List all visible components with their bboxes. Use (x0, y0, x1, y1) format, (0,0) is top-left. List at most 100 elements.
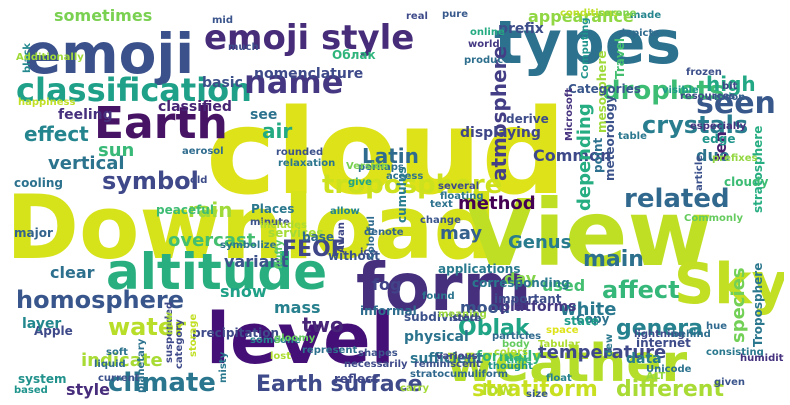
word-ten: ten (711, 131, 730, 161)
word-allow: allow (330, 206, 360, 217)
word-earth: Earth (94, 98, 228, 149)
word-includes: includes (260, 220, 307, 231)
word-suspended: suspended (164, 302, 175, 363)
word-ice: ice (360, 247, 376, 258)
word-air: air (262, 119, 292, 143)
word-colors: colors (494, 347, 528, 358)
word-peaceful: peaceful (156, 203, 214, 217)
word-platforms: platforms (500, 299, 577, 315)
word-affect: affect (602, 276, 680, 304)
word-size: size (526, 389, 548, 400)
word-black: black (22, 43, 33, 73)
word-someone: someone (250, 335, 301, 346)
word-troposphere: Troposphere (751, 263, 765, 347)
word-much: much (228, 42, 259, 53)
word-form: form (356, 249, 531, 326)
word-emoji: emoji (24, 22, 194, 86)
word-formally: formally (476, 349, 541, 365)
word-additionally: Additionally (16, 52, 84, 63)
word-planetary: planetary (136, 338, 147, 393)
word-system: system (18, 372, 67, 386)
word-types: types (494, 8, 681, 78)
word-related: related (624, 184, 730, 214)
word-common: Common (533, 146, 611, 165)
word-denote: denote (364, 227, 404, 238)
word-genera: genera (616, 316, 703, 341)
word-displaying: displaying (460, 125, 541, 141)
word-bit: bit (722, 81, 738, 92)
word-download: Download (6, 176, 496, 279)
word-rounded: rounded (276, 147, 323, 158)
word-appearance: appearance (528, 7, 634, 26)
word-computing: Computing (580, 18, 591, 79)
word-conditions: conditions (560, 8, 619, 19)
word-lost: lost (270, 351, 291, 362)
word-latin: Latin (362, 144, 419, 168)
word-storage: storage (188, 314, 199, 357)
word-unicode: Unicode (646, 364, 692, 375)
word-aerosol: aerosol (182, 146, 224, 157)
word-species: species (728, 267, 749, 343)
word-name: name (244, 63, 343, 101)
word-droplets: droplets (602, 76, 724, 106)
word-clear: clear (50, 263, 95, 282)
word-classified: classified (158, 99, 232, 115)
word-places: Places (251, 202, 294, 216)
word-lightning: lightning (634, 329, 685, 340)
word-important: important (494, 292, 562, 306)
word-consisting: consisting (706, 347, 764, 358)
word-style: style (66, 380, 110, 399)
word-represent: represent (302, 345, 357, 356)
word-floating: floating (440, 191, 484, 202)
word-happiness: happiness (18, 97, 75, 108)
word-two: two (302, 313, 344, 337)
word-dew: dew (604, 334, 615, 357)
word-low: low (482, 380, 513, 399)
word-resources: resources (680, 91, 735, 102)
word-rain: rain (188, 198, 232, 222)
word-various: various (436, 351, 478, 362)
word-state: state (564, 314, 599, 328)
word-corresponding: corresponding (472, 276, 570, 290)
word-homosphere: homosphere (16, 286, 184, 314)
word-applications: applications (438, 262, 521, 276)
word-humidity: humidity (740, 353, 784, 364)
word-precipitation: precipitation (192, 326, 279, 340)
word-colorful: colorful (366, 216, 377, 259)
word-stratocumuliform: stratocumuliform (410, 369, 508, 380)
word-time: time (506, 355, 532, 366)
word-edge: edge (702, 132, 735, 146)
word-stratiform: stratiform (472, 377, 598, 401)
word-mesosphere: mesosphere (595, 51, 609, 134)
word-method: method (458, 193, 536, 214)
word-text: text (430, 199, 453, 210)
word-tabular: Tabular (538, 339, 580, 350)
word-hue: hue (706, 321, 727, 332)
word-crystals: crystals (642, 111, 748, 139)
word-carry: carry (400, 383, 430, 394)
word-fog: fog (372, 275, 401, 294)
word-particles: particles (492, 331, 541, 342)
word-body: body (502, 339, 530, 350)
word-basic: basic (202, 75, 243, 91)
word-point: point (591, 138, 605, 173)
word-travel: Travel (613, 38, 627, 79)
word-emoji-style: emoji style (204, 18, 414, 58)
word-mass: mass (274, 298, 321, 317)
word-found: found (422, 291, 455, 302)
word-cloud: cloud (206, 83, 566, 221)
word-access: access (386, 171, 423, 182)
word-microsoft: Microsoft (564, 88, 575, 141)
word-subdivided: subdivided (404, 310, 478, 324)
word-symbol: symbol (102, 167, 199, 195)
word-mood: mood (460, 298, 510, 317)
word-feof: FEOF (282, 237, 346, 262)
word-weather: weather (446, 334, 688, 394)
word-oblak: Oblak (458, 316, 531, 341)
word-major: major (14, 226, 53, 240)
word-sufficient: sufficient (410, 351, 483, 367)
word-physical: physical (404, 329, 469, 345)
word-reminiscent: reminiscent (414, 359, 481, 370)
word-fluffy: fluffy (274, 239, 285, 269)
